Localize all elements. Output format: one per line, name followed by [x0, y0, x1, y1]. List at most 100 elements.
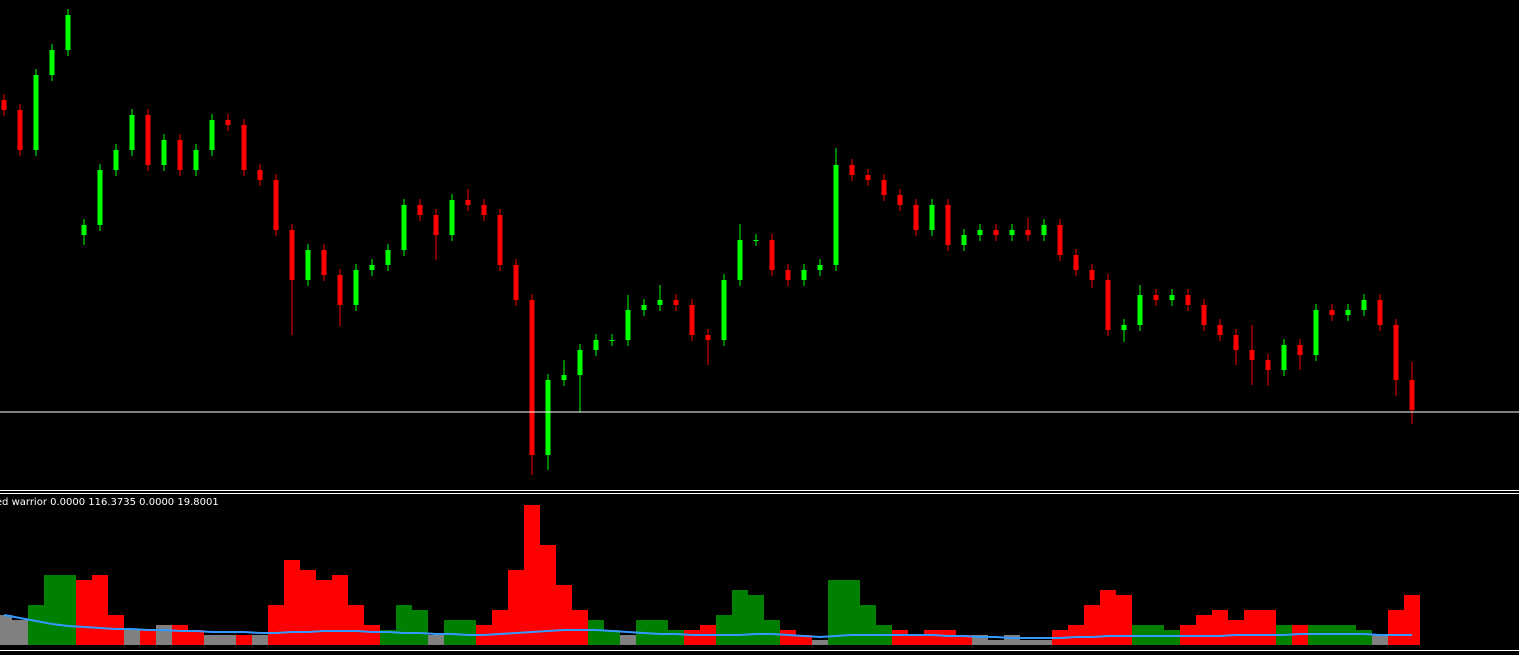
histogram-bar — [1100, 590, 1116, 645]
histogram-bar — [572, 610, 588, 645]
histogram-bar — [300, 570, 316, 645]
candle-body — [497, 215, 503, 265]
histogram-bar — [316, 580, 332, 645]
candle-body — [1313, 310, 1319, 355]
candle-body — [49, 50, 55, 75]
candle-body — [241, 125, 247, 170]
candle-body — [753, 240, 759, 241]
candle-body — [945, 205, 951, 245]
candle-body — [321, 250, 327, 275]
histogram-bar — [588, 620, 604, 645]
candle-body — [1409, 380, 1415, 410]
histogram-bar — [236, 635, 252, 645]
histogram-bar — [220, 635, 236, 645]
histogram-bar — [444, 620, 460, 645]
candle-body — [209, 120, 215, 150]
candle-body — [1185, 295, 1191, 305]
histogram-bar — [556, 585, 572, 645]
candle-body — [1345, 310, 1351, 315]
histogram-bar — [492, 610, 508, 645]
histogram-bar — [28, 605, 44, 645]
candle-body — [17, 110, 23, 150]
histogram-bar — [796, 635, 812, 645]
candle-body — [1025, 230, 1031, 235]
histogram-bar — [380, 630, 396, 645]
candle-body — [1121, 325, 1127, 330]
candle-body — [1329, 310, 1335, 315]
candle-body — [1137, 295, 1143, 325]
candle-body — [1361, 300, 1367, 310]
histogram-bar — [860, 605, 876, 645]
histogram-bar — [140, 630, 156, 645]
candle-body — [865, 175, 871, 180]
candle-body — [529, 300, 535, 455]
histogram-bar — [188, 630, 204, 645]
candle-body — [609, 340, 615, 341]
histogram-bar — [508, 570, 524, 645]
candle-body — [625, 310, 631, 340]
candle-body — [1057, 225, 1063, 255]
histogram-bar — [332, 575, 348, 645]
candle-body — [1073, 255, 1079, 270]
histogram-bar — [1212, 610, 1228, 645]
candle-body — [1265, 360, 1271, 370]
histogram-bar — [156, 625, 172, 645]
histogram-bar — [460, 620, 476, 645]
histogram-bar — [348, 605, 364, 645]
histogram-bar — [1116, 595, 1132, 645]
candle-body — [1393, 325, 1399, 380]
candle-body — [513, 265, 519, 300]
candle-body — [417, 205, 423, 215]
histogram-bar — [764, 620, 780, 645]
histogram-bar — [1260, 610, 1276, 645]
candle-body — [801, 270, 807, 280]
histogram-bar — [1196, 615, 1212, 645]
histogram-bar — [620, 635, 636, 645]
candle-body — [1297, 345, 1303, 355]
histogram-bar — [828, 580, 844, 645]
candle-body — [401, 205, 407, 250]
histogram-bar — [604, 630, 620, 645]
candle-body — [145, 115, 151, 165]
candle-body — [641, 305, 647, 310]
histogram-bar — [364, 625, 380, 645]
candle-body — [257, 170, 263, 180]
histogram-bar — [204, 635, 220, 645]
candle-body — [785, 270, 791, 280]
histogram-bar — [892, 630, 908, 645]
candle-body — [849, 165, 855, 175]
histogram-bar — [908, 635, 924, 645]
histogram-bar — [1084, 605, 1100, 645]
histogram-bar — [92, 575, 108, 645]
histogram-bar — [1004, 635, 1020, 645]
candle-body — [1217, 325, 1223, 335]
candle-body — [657, 300, 663, 305]
candle-body — [577, 350, 583, 375]
histogram-bar — [780, 630, 796, 645]
candle-body — [705, 335, 711, 340]
candle-body — [689, 305, 695, 335]
candle-body — [1233, 335, 1239, 350]
candle-body — [1105, 280, 1111, 330]
candle-body — [113, 150, 119, 170]
histogram-bar — [844, 580, 860, 645]
candle-body — [289, 230, 295, 280]
candle-body — [81, 225, 87, 235]
candle-body — [177, 140, 183, 170]
candle-body — [929, 205, 935, 230]
candle-body — [161, 140, 167, 165]
candle-body — [593, 340, 599, 350]
candle-body — [1089, 270, 1095, 280]
candle-body — [993, 230, 999, 235]
candle-body — [833, 165, 839, 265]
candle-body — [97, 170, 103, 225]
candle-body — [1153, 295, 1159, 300]
candle-body — [449, 200, 455, 235]
candle-body — [1249, 350, 1255, 360]
histogram-bar — [428, 635, 444, 645]
histogram-bar — [172, 625, 188, 645]
histogram-bar — [1388, 610, 1404, 645]
histogram-bar — [60, 575, 76, 645]
